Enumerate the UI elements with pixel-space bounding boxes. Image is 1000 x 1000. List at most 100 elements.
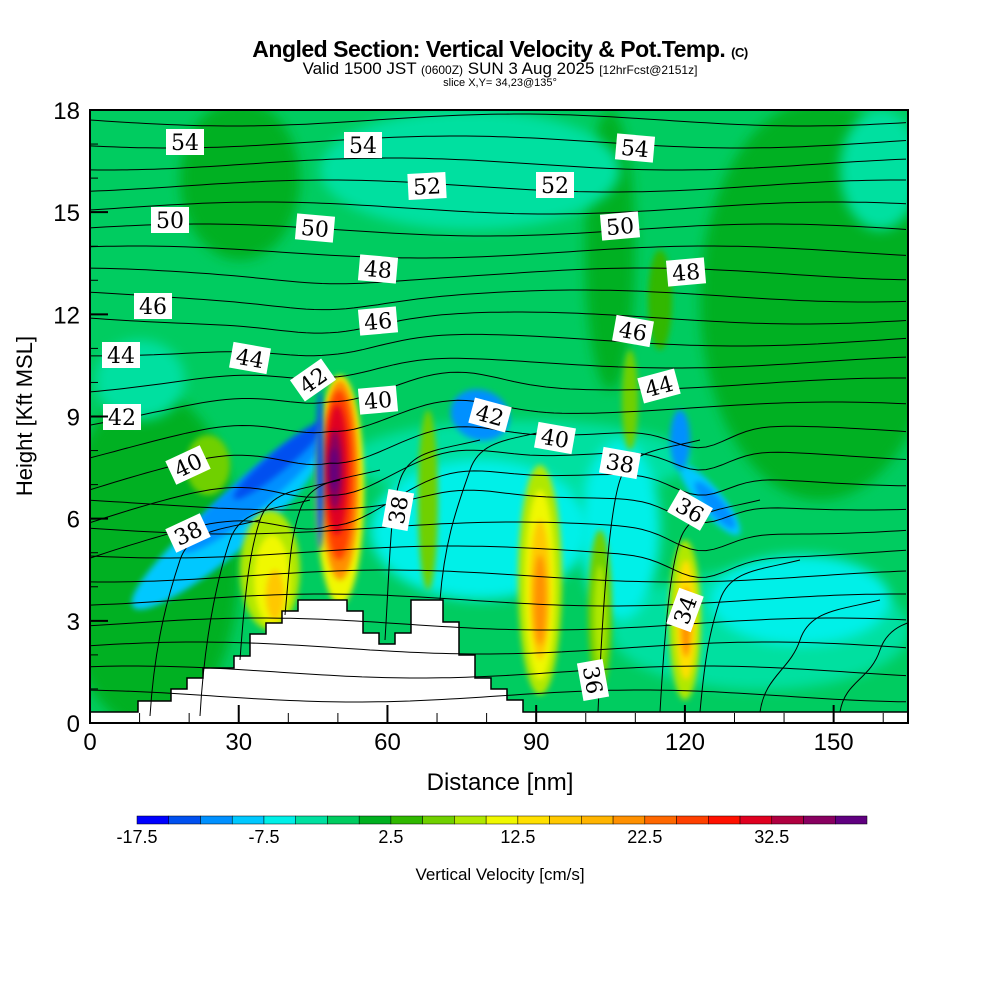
terrain: [90, 599, 908, 723]
x-tick-label: 30: [225, 729, 252, 756]
contour-label: 40: [534, 421, 576, 454]
colorbar-tick-label: 22.5: [627, 827, 662, 847]
velocity-region: [180, 110, 300, 260]
isentrope-line: [699, 559, 801, 713]
colorbar-swatch: [136, 815, 169, 825]
colorbar-swatch: [771, 815, 804, 825]
contour-label-text: 50: [156, 209, 184, 234]
colorbar-swatch: [263, 815, 296, 825]
colorbar-swatch: [676, 815, 709, 825]
contour-label: 36: [577, 659, 610, 701]
velocity-region: [320, 110, 620, 230]
velocity-region: [694, 481, 736, 529]
isentrope-line: [90, 449, 907, 524]
colorbar-swatch: [739, 815, 773, 825]
contour-label-box: [665, 257, 707, 287]
contour-label: 54: [166, 129, 204, 156]
colorbar-tick-label: -17.5: [116, 827, 157, 847]
chart-subtitle: Valid 1500 JST (0600Z) SUN 3 Aug 2025 [1…: [0, 60, 1000, 79]
title-text: Angled Section: Vertical Velocity & Pot.…: [252, 36, 726, 62]
y-tick-label: 12: [53, 302, 80, 329]
colorbar-swatch: [485, 815, 519, 825]
y-tick-label: 18: [53, 98, 80, 125]
x-axis-label: Distance [nm]: [427, 769, 574, 796]
isentrope-line: [90, 521, 907, 552]
isentrope-line: [439, 429, 551, 601]
contour-label: 34: [666, 587, 704, 633]
chart-title: Angled Section: Vertical Velocity & Pot.…: [0, 36, 1000, 63]
isentrope-line: [90, 489, 907, 524]
slice-info: slice X,Y= 34,23@135°: [443, 77, 557, 89]
x-tick-label: 90: [523, 729, 550, 756]
contour-label-box: [151, 207, 189, 233]
contour-label-box: [289, 358, 337, 402]
isentrope-line: [90, 689, 907, 703]
contour-label-text: 36: [577, 664, 606, 696]
isentrope-line: [90, 179, 906, 193]
velocity-fill: [90, 110, 908, 723]
isentrope-line: [90, 223, 907, 237]
contour-label: 52: [536, 172, 574, 199]
isentrope-line: [90, 157, 907, 171]
contour-label: 40: [357, 385, 399, 415]
colorbar: -17.5 -7.5 2.5 12.5 22.5 32.5: [116, 815, 868, 847]
isentrope-line: [759, 599, 881, 713]
contour-label-box: [599, 211, 641, 241]
colorbar-tick-label: 12.5: [500, 827, 535, 847]
colorbar-swatch: [295, 815, 328, 825]
contour-label: 54: [344, 132, 382, 159]
contour-label: 42: [103, 404, 141, 431]
contour-label-text: 50: [605, 214, 635, 241]
colorbar-swatch: [358, 815, 392, 825]
velocity-region: [648, 250, 672, 350]
y-tick-label: 9: [67, 405, 80, 432]
x-tick-label: 150: [814, 729, 854, 756]
contour-label-box: [612, 314, 654, 348]
contour-label: 48: [665, 257, 707, 287]
contour-label-text: 38: [385, 494, 414, 526]
contour-label: 38: [381, 489, 414, 531]
contour-label: 46: [357, 306, 399, 336]
contour-label-box: [407, 172, 447, 200]
y-tick-label: 3: [67, 609, 80, 636]
contour-label-text: 46: [363, 309, 393, 336]
isentrope-line: [90, 470, 907, 559]
isentrope-line: [90, 371, 906, 426]
contour-label-text: 46: [139, 295, 167, 320]
contour-label: 46: [134, 293, 172, 320]
contour-label: 50: [294, 213, 336, 243]
isentrope-line: [90, 665, 907, 679]
contour-label-box: [536, 172, 574, 198]
colorbar-swatch: [612, 815, 646, 825]
contour-label-text: 40: [539, 425, 571, 454]
isentrope-line: [90, 569, 907, 583]
contour-label: 50: [599, 211, 641, 241]
isentrope-line: [90, 333, 907, 357]
velocity-region: [330, 448, 338, 492]
colorbar-swatch: [327, 815, 360, 825]
velocity-region: [840, 110, 908, 230]
isentrope-line: [90, 356, 907, 393]
contour-label-box: [103, 404, 141, 430]
isentrope-line: [90, 267, 907, 285]
isentrope-line: [90, 245, 907, 259]
isentrope-line: [199, 499, 311, 717]
velocity-region: [418, 410, 438, 590]
colorbar-swatch: [168, 815, 201, 825]
x-tick-label: 60: [374, 729, 401, 756]
contour-label: 54: [614, 133, 656, 163]
contour-label-text: 38: [604, 450, 636, 479]
isentrope-line: [839, 622, 908, 713]
contour-label-text: 50: [300, 216, 330, 243]
x-tick-label: 120: [665, 729, 705, 756]
theta-contours: [90, 113, 908, 717]
forecast-info: [12hrFcst@2151z]: [599, 63, 698, 77]
contour-label: 46: [612, 314, 654, 348]
colorbar-tick-label: 2.5: [378, 827, 403, 847]
isentrope-line: [90, 201, 907, 215]
isentrope-line: [90, 641, 907, 655]
contour-label-box: [614, 133, 656, 163]
